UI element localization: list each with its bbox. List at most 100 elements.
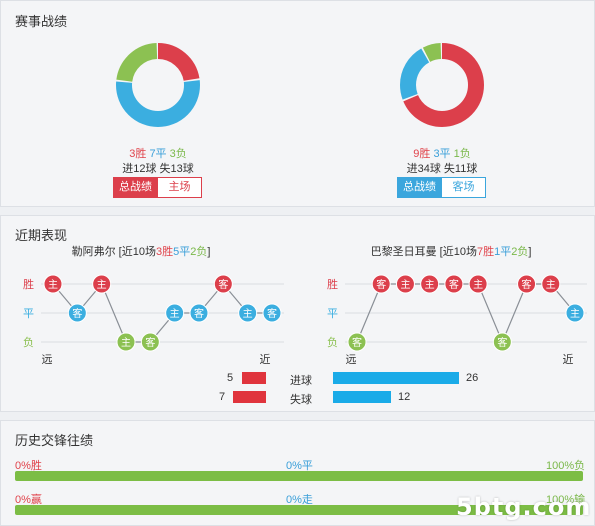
- record-panel: 赛事战绩 3胜 7平 3负 进12球 失13球 总战绩 主场 9胜 3平 1负 …: [0, 0, 595, 207]
- history-win-pct: 0%胜: [15, 460, 42, 472]
- left-home-tab[interactable]: 主场: [157, 177, 202, 198]
- recent-form-panel: 近期表现 勒阿弗尔 [近10场3胜5平2负] 巴黎圣日耳曼 [近10场7胜1平2…: [0, 215, 595, 412]
- right-donut-chart: [400, 43, 484, 127]
- left-form-match-marker[interactable]: [262, 303, 282, 323]
- history-panel: 历史交锋往绩 0%胜 0%平 100%负 0%赢 0%走 100%输 5btg.…: [0, 420, 595, 526]
- left-form-match-venue: 主: [121, 337, 131, 349]
- right-goals-scored-value: 26: [466, 372, 479, 384]
- left-form-match-marker[interactable]: [213, 274, 233, 294]
- right-form-match-venue: 主: [425, 279, 435, 291]
- form-charts: 胜平负主客主主 客主 客客主 客远 近胜平负 客客主主客主客客 主主远近: [23, 274, 587, 366]
- right-form-match-marker[interactable]: [444, 274, 464, 294]
- right-form-line: [356, 283, 576, 344]
- history-loss-pct: 100%负: [546, 460, 586, 472]
- left-form-prefix: [近10场: [115, 246, 156, 258]
- left-donut-win-slice: [116, 43, 200, 127]
- right-form-row-label: 胜: [327, 277, 338, 291]
- right-form-near-label: 近: [563, 353, 574, 366]
- right-form-far-label: 远: [346, 353, 357, 366]
- left-goals-conceded-bar: [233, 391, 266, 403]
- history-handicap-loss-pct: 100%输: [546, 494, 586, 506]
- left-form-far-label: 远: [42, 353, 53, 366]
- right-form-match-marker[interactable]: [517, 274, 537, 294]
- right-form-match-venue: 客: [522, 278, 532, 291]
- right-form-match-marker[interactable]: [395, 274, 415, 294]
- right-team-form-heading: 巴黎圣日耳曼 [近10场7胜1平2负]: [351, 243, 551, 259]
- history-title: 历史交锋往绩: [15, 433, 94, 448]
- left-record-summary: 3胜 7平 3负: [93, 145, 223, 161]
- right-form-suffix: ]: [528, 246, 532, 258]
- left-form-match-marker[interactable]: [116, 332, 136, 352]
- left-form-match-marker[interactable]: [238, 303, 258, 323]
- record-title: 赛事战绩: [15, 14, 68, 29]
- right-team-name: 巴黎圣日耳曼: [370, 246, 437, 258]
- left-form-match-venue: 主: [170, 308, 180, 320]
- right-form-row-label: 平: [327, 308, 338, 320]
- left-form-match-marker[interactable]: [43, 274, 63, 294]
- left-form-match-marker[interactable]: [165, 303, 185, 323]
- left-form-match-venue: 客: [145, 336, 155, 349]
- watermark-logo: 5btg.com: [456, 493, 592, 521]
- left-form-match-marker[interactable]: [92, 274, 112, 294]
- left-form-row-label: 平: [23, 308, 34, 320]
- left-goals-conceded-value: 7: [219, 391, 226, 403]
- left-team-name: 勒阿弗尔: [71, 246, 116, 258]
- right-form-match-marker[interactable]: [541, 274, 561, 294]
- right-form-match-marker[interactable]: [371, 274, 391, 294]
- right-loss-count: 1负: [453, 148, 471, 160]
- right-form-match-marker[interactable]: [492, 332, 512, 352]
- left-form-match-marker[interactable]: [140, 332, 160, 352]
- right-draw-count: 3平: [433, 148, 451, 160]
- left-form-match-venue: 客: [218, 278, 228, 291]
- right-form-match-venue: 客: [376, 278, 386, 291]
- right-form-wins: 7胜: [476, 246, 495, 258]
- left-form-match-venue: 客: [72, 307, 82, 320]
- left-form-wins: 3胜: [155, 246, 174, 258]
- left-form-losses: 2负: [190, 246, 208, 258]
- left-draw-count: 7平: [149, 148, 167, 160]
- right-win-count: 9胜: [413, 148, 431, 160]
- right-form-match-marker[interactable]: [347, 332, 367, 352]
- left-form-match-marker[interactable]: [189, 303, 209, 323]
- right-record-summary: 9胜 3平 1负: [377, 145, 507, 161]
- right-form-match-venue: 主: [400, 279, 410, 291]
- right-goals-scored-bar: [333, 372, 459, 384]
- right-total-record-tab[interactable]: 总战绩: [397, 177, 442, 198]
- right-form-match-venue: 客: [497, 336, 507, 349]
- history-handicap-bar: [15, 505, 583, 515]
- left-goals-summary: 进12球 失13球: [122, 163, 194, 175]
- left-donut-chart: [116, 43, 200, 127]
- right-form-match-venue: 主: [473, 279, 483, 291]
- left-form-match-marker[interactable]: [67, 303, 87, 323]
- right-away-tab[interactable]: 客场: [441, 177, 486, 198]
- history-handicap-win-pct: 0%赢: [15, 494, 42, 506]
- left-form-line: [52, 282, 272, 343]
- right-form-match-marker[interactable]: [468, 274, 488, 294]
- right-goals-summary: 进34球 失11球: [406, 163, 478, 175]
- right-form-match-venue: 客: [449, 278, 459, 291]
- left-form-match-venue: 客: [194, 307, 204, 320]
- left-win-count: 3胜: [129, 148, 147, 160]
- left-form-suffix: ]: [207, 246, 211, 258]
- left-form-match-venue: 主: [97, 279, 107, 291]
- right-form-match-marker[interactable]: [565, 303, 585, 323]
- right-form-match-venue: 客: [352, 336, 362, 349]
- history-handicap-push-pct: 0%走: [286, 494, 313, 506]
- left-goals-scored-value: 5: [227, 372, 234, 384]
- right-goals-conceded-value: 12: [398, 391, 411, 403]
- left-form-row-label: 负: [23, 335, 34, 349]
- left-form-near-label: 近: [260, 353, 271, 366]
- right-form-match-venue: 主: [546, 279, 556, 291]
- left-donut-draw-slice: [116, 43, 200, 127]
- history-result-bar: [15, 471, 583, 481]
- recent-title: 近期表现: [15, 228, 68, 243]
- history-draw-pct: 0%平: [286, 460, 313, 472]
- right-form-row-label: 负: [327, 335, 338, 349]
- right-form-match-marker[interactable]: [420, 274, 440, 294]
- right-form-prefix: [近10场: [436, 246, 477, 258]
- left-form-draws: 5平: [173, 246, 191, 258]
- right-form-draws: 1平: [494, 246, 512, 258]
- left-total-record-tab[interactable]: 总战绩: [113, 177, 158, 198]
- right-goals-conceded-bar: [333, 391, 391, 403]
- left-form-match-venue: 主: [243, 308, 253, 320]
